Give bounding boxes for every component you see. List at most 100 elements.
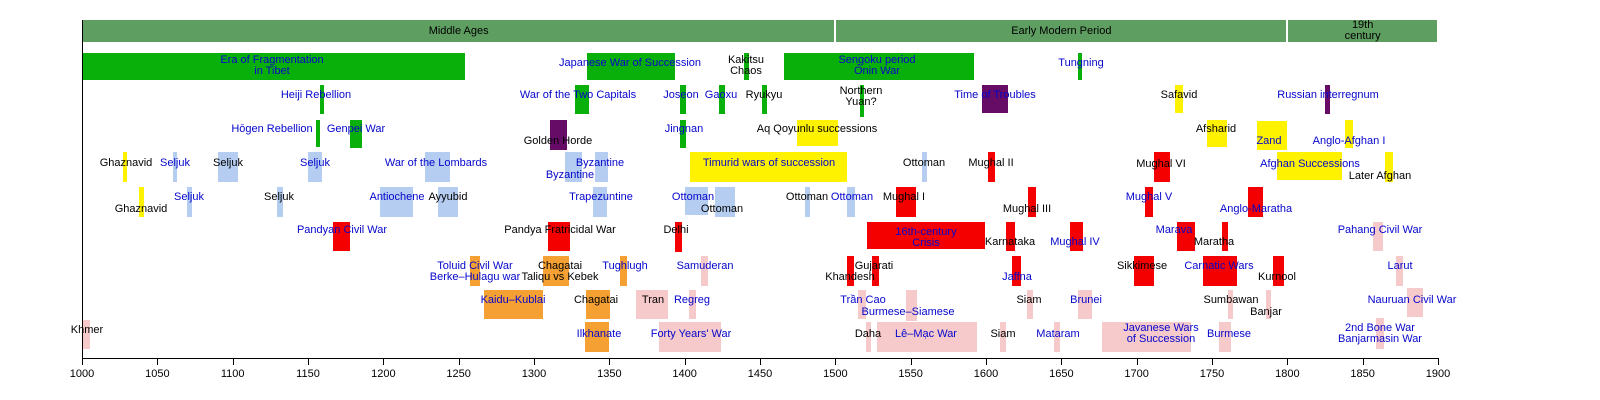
event-label-ottoman[interactable]: Ottoman <box>831 192 873 203</box>
event-label-line: Hōgen Rebellion <box>231 123 313 135</box>
axis-tick-1050 <box>157 358 159 365</box>
event-label-seljuk[interactable]: Seljuk <box>300 158 330 169</box>
event-bar-zand <box>1257 121 1287 150</box>
event-label-line: Trapezuntine <box>569 191 633 203</box>
axis-tick-label-1200: 1200 <box>371 368 396 380</box>
event-label-anglo-maratha[interactable]: Anglo-Maratha <box>1220 204 1292 215</box>
event-label-line: Carnatic Wars <box>1184 260 1254 272</box>
event-label-seljuk[interactable]: Seljuk <box>174 192 204 203</box>
axis-tick-1350 <box>609 358 611 365</box>
event-label-japanese-war-of-succession[interactable]: Japanese War of Succession <box>559 58 701 69</box>
event-label-2nd-bone-war-banjarmasin-war[interactable]: 2nd Bone War Banjarmasin War <box>1338 323 1422 345</box>
event-label-nauruan-civil-war[interactable]: Nauruan Civil War <box>1368 295 1457 306</box>
event-label-antiochene[interactable]: Antiochene <box>369 192 424 203</box>
axis-tick-label-1850: 1850 <box>1350 368 1375 380</box>
period-middle-ages: Middle Ages <box>83 20 835 42</box>
event-label-javanese-wars-of-succession[interactable]: Javanese Wars of Succession <box>1123 323 1198 345</box>
event-label-seljuk[interactable]: Seljuk <box>160 158 190 169</box>
event-label-line: Sikkimese <box>1116 260 1168 272</box>
period-19th-century: 19th century <box>1288 20 1437 42</box>
event-label-line: Anglo-Afghan I <box>1312 135 1386 147</box>
event-label-kaidu-kublai[interactable]: Kaidu–Kublai <box>481 295 546 306</box>
event-label-line: Kaidu–Kublai <box>480 294 546 306</box>
event-bar-ottoman <box>685 187 708 215</box>
event-label-tungning[interactable]: Tungning <box>1058 58 1103 69</box>
event-label-line: Seljuk <box>213 157 243 169</box>
event-label-banjar: Banjar <box>1250 307 1282 318</box>
event-label-pahang-civil-war[interactable]: Pahang Civil War <box>1338 225 1423 236</box>
event-bar-jaffna <box>1012 256 1021 286</box>
event-label-samuderan[interactable]: Samuderan <box>677 261 734 272</box>
event-label-byzantine[interactable]: Byzantine <box>546 170 594 181</box>
event-label-tr-n-cao[interactable]: Trần Cao <box>840 295 885 306</box>
event-label-line: Golden Horde <box>523 135 593 147</box>
event-label-burmese-siamese[interactable]: Burmese–Siamese <box>862 307 955 318</box>
event-label-heiji-rebellion[interactable]: Heiji Rebellion <box>281 90 351 101</box>
axis-tick-label-1550: 1550 <box>898 368 923 380</box>
event-label-russian-interregnum[interactable]: Russian interregnum <box>1277 90 1379 101</box>
event-label-time-of-troubles[interactable]: Time of Troubles <box>954 90 1036 101</box>
event-label-era-of-fragmentation-in-tibet[interactable]: Era of Fragmentation in Tibet <box>220 55 323 77</box>
event-label-l-m-c-war[interactable]: Lê–Mạc War <box>895 329 957 340</box>
event-label-mataram[interactable]: Mataram <box>1036 329 1079 340</box>
event-label-trapezuntine[interactable]: Trapezuntine <box>569 192 633 203</box>
event-label-marava[interactable]: Marava <box>1156 225 1193 236</box>
event-label-16th-century-crisis[interactable]: 16th-century Crisis <box>895 227 956 249</box>
event-label-ottoman[interactable]: Ottoman <box>672 192 714 203</box>
period-early-modern-period: Early Modern Period <box>836 20 1287 42</box>
event-label-chagatai: Chagatai <box>574 295 618 306</box>
event-label-sengoku-period-nin-war[interactable]: Sengoku period Ōnin War <box>838 55 915 77</box>
axis-tick-1000 <box>82 358 83 365</box>
event-label-jingnan[interactable]: Jingnan <box>665 124 704 135</box>
event-bar-toluid-civil-war-berke-hulagu-war <box>470 256 480 286</box>
event-bar-sengoku-period-nin-war <box>784 53 974 80</box>
event-label-zand[interactable]: Zand <box>1256 136 1281 147</box>
event-label-kurnool: Kurnool <box>1258 272 1296 283</box>
event-label-line: Ghaznavid <box>114 203 168 215</box>
event-label-ilkhanate[interactable]: Ilkhanate <box>577 329 622 340</box>
event-label-gaoxu[interactable]: Gaoxu <box>705 90 737 101</box>
event-bar-ayyubid <box>438 187 458 217</box>
event-label-jaffna[interactable]: Jaffna <box>1002 272 1032 283</box>
event-bar-daha <box>866 322 871 352</box>
event-label-mughal-v[interactable]: Mughal V <box>1126 192 1172 203</box>
event-label-line: Seljuk <box>264 191 294 203</box>
event-label-tughlugh[interactable]: Tughlugh <box>602 261 647 272</box>
event-label-line: Byzantine <box>575 157 625 169</box>
event-bar-ottoman <box>847 187 855 217</box>
event-label-carnatic-wars[interactable]: Carnatic Wars <box>1184 261 1253 272</box>
event-label-pandyan-civil-war[interactable]: Pandyan Civil War <box>297 225 387 236</box>
event-label-line: Tungning <box>1058 57 1104 69</box>
event-bar-era-of-fragmentation-in-tibet <box>82 53 465 80</box>
event-label-brunei[interactable]: Brunei <box>1070 295 1102 306</box>
event-label-line: Maratha <box>1193 236 1235 248</box>
event-label-line: Kurnool <box>1258 271 1296 283</box>
event-bar-delhi <box>675 222 682 252</box>
event-label-line: Jaffna <box>1002 271 1032 283</box>
event-label-mughal-iv[interactable]: Mughal IV <box>1050 237 1100 248</box>
event-bar-karnataka <box>1006 222 1015 251</box>
axis-tick-label-1450: 1450 <box>747 368 773 380</box>
event-bar-chagatai <box>586 290 610 319</box>
event-label-burmese[interactable]: Burmese <box>1207 329 1251 340</box>
event-label-byzantine[interactable]: Byzantine <box>576 158 624 169</box>
event-bar-time-of-troubles <box>982 85 1008 113</box>
event-label-line: Daha <box>854 328 882 340</box>
event-label-joseon[interactable]: Joseon <box>663 90 698 101</box>
axis-tick-1600 <box>986 358 987 365</box>
event-label-larut[interactable]: Larut <box>1387 261 1412 272</box>
event-label-line: Javanese Wars <box>1123 322 1199 334</box>
event-label-timurid-wars-of-succession[interactable]: Timurid wars of succession <box>703 158 835 169</box>
event-label-line: Mughal IV <box>1050 236 1100 248</box>
event-label-toluid-civil-war-berke-hulagu-war[interactable]: Toluid Civil War Berke–Hulagu war <box>430 261 521 283</box>
event-label-genpei-war[interactable]: Genpei War <box>327 124 385 135</box>
event-label-war-of-the-two-capitals[interactable]: War of the Two Capitals <box>520 90 636 101</box>
event-label-line: Seljuk <box>160 157 190 169</box>
event-bar-mughal-iii <box>1028 187 1036 217</box>
event-label-afghan-successions[interactable]: Afghan Successions <box>1260 159 1360 170</box>
event-label-regreg[interactable]: Regreg <box>674 295 710 306</box>
event-label-war-of-the-lombards[interactable]: War of the Lombards <box>385 158 487 169</box>
event-label-anglo-afghan-i[interactable]: Anglo-Afghan I <box>1313 136 1386 147</box>
event-label-forty-years-war[interactable]: Forty Years' War <box>651 329 732 340</box>
event-label-h-gen-rebellion[interactable]: Hōgen Rebellion <box>231 124 312 135</box>
